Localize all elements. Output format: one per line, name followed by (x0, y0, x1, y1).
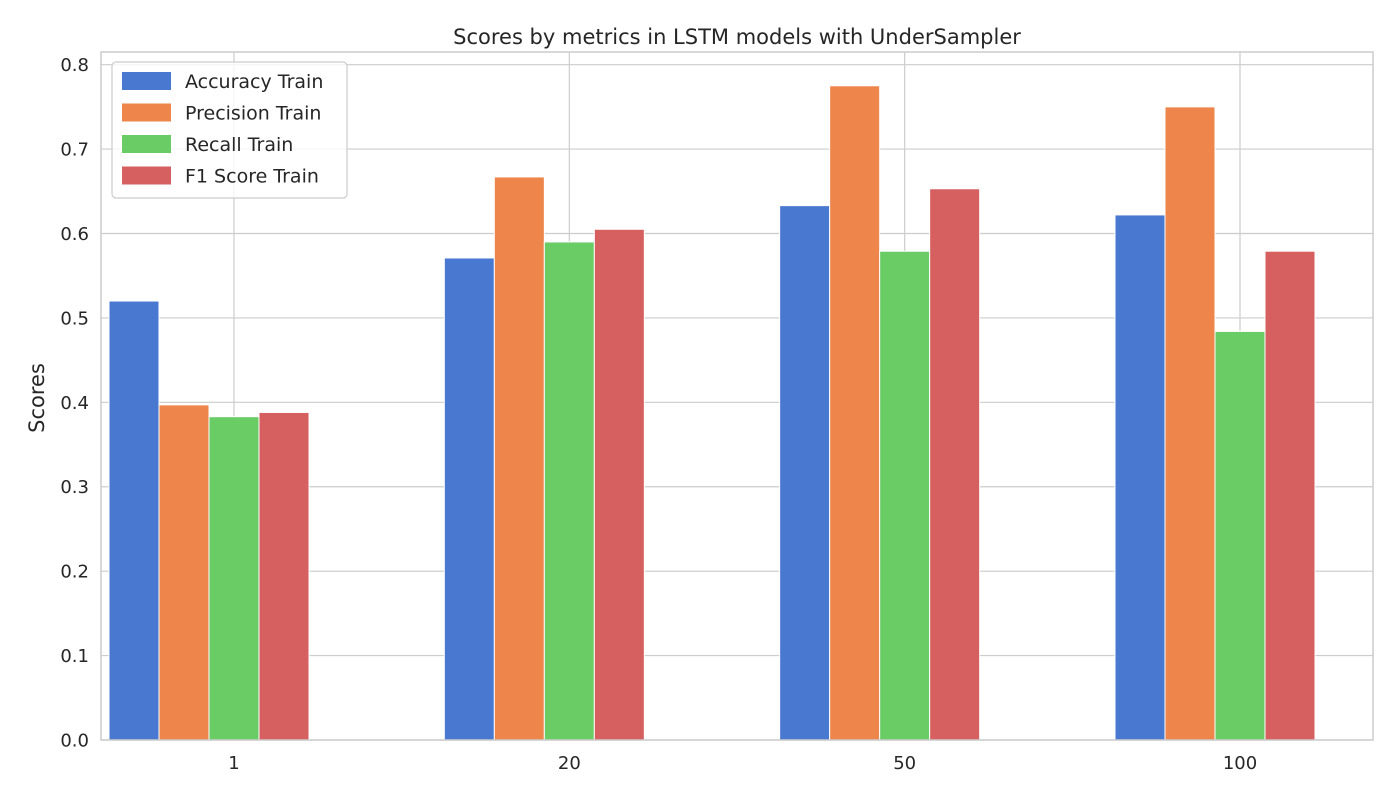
y-tick-label: 0.3 (60, 477, 89, 498)
bar (158, 404, 210, 741)
legend-swatch (122, 103, 171, 122)
bar (1214, 330, 1266, 741)
y-tick-label: 0.6 (60, 224, 89, 245)
y-tick-label: 0.5 (60, 308, 89, 329)
legend-label: F1 Score Train (185, 166, 319, 188)
legend-swatch (122, 166, 171, 185)
y-tick-label: 0.2 (60, 562, 89, 583)
bar (258, 411, 310, 741)
x-tick-label: 100 (1223, 753, 1257, 774)
y-axis-label: Scores (25, 363, 49, 433)
legend-swatch (122, 72, 171, 90)
bar (779, 205, 831, 741)
bar (929, 188, 981, 741)
bars (108, 85, 1316, 741)
bar (208, 416, 260, 741)
legend-swatch (122, 135, 171, 153)
y-tick-label: 0.8 (60, 55, 89, 76)
legend: Accuracy Train Precision Train Recall Trai… (111, 61, 348, 199)
bar (1164, 106, 1216, 741)
x-tick-label: 20 (558, 753, 581, 774)
bar (879, 250, 931, 741)
y-tick-label: 0.4 (60, 393, 89, 414)
x-tick-labels: 1 20 50 100 (228, 753, 1257, 774)
plot-frame (100, 51, 1374, 741)
legend-label: Precision Train (185, 103, 321, 125)
bar (1264, 250, 1316, 741)
x-tick-label: 1 (228, 753, 239, 774)
y-tick-labels: 0.0 0.1 0.2 0.3 0.4 0.5 0.6 0.7 0.8 (60, 55, 89, 751)
chart-title: Scores by metrics in LSTM models with Un… (453, 25, 1021, 49)
bar (443, 257, 495, 741)
y-tick-label: 0.7 (60, 140, 89, 161)
bar (829, 85, 881, 741)
bar (1114, 214, 1166, 741)
bar (593, 228, 645, 741)
bar (493, 176, 545, 741)
bar (108, 300, 160, 741)
legend-label: Accuracy Train (185, 71, 323, 93)
y-tick-label: 0.0 (60, 731, 89, 752)
bar (543, 241, 595, 741)
legend-box (111, 61, 348, 199)
y-tick-label: 0.1 (60, 646, 89, 667)
x-tick-label: 50 (893, 753, 916, 774)
legend-label: Recall Train (185, 134, 293, 156)
